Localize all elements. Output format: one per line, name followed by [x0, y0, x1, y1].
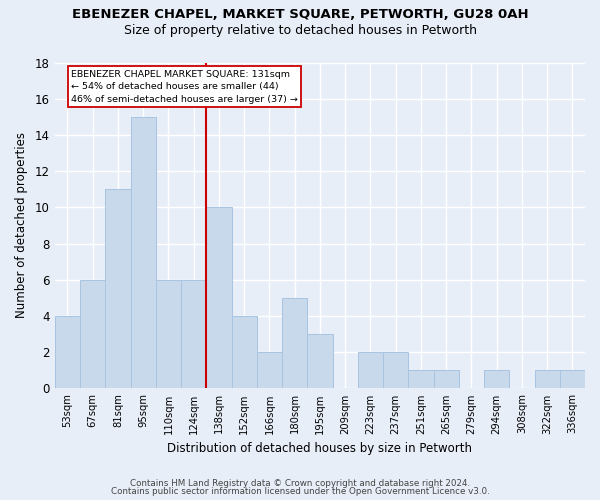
Bar	[434, 370, 459, 388]
Bar	[257, 352, 282, 389]
Y-axis label: Number of detached properties: Number of detached properties	[15, 132, 28, 318]
Text: EBENEZER CHAPEL, MARKET SQUARE, PETWORTH, GU28 0AH: EBENEZER CHAPEL, MARKET SQUARE, PETWORTH…	[71, 8, 529, 20]
Text: Size of property relative to detached houses in Petworth: Size of property relative to detached ho…	[124, 24, 476, 37]
Bar	[383, 352, 408, 389]
Bar	[106, 190, 131, 388]
Bar	[535, 370, 560, 388]
Text: EBENEZER CHAPEL MARKET SQUARE: 131sqm
← 54% of detached houses are smaller (44)
: EBENEZER CHAPEL MARKET SQUARE: 131sqm ← …	[71, 70, 298, 103]
Bar	[156, 280, 181, 388]
Bar	[560, 370, 585, 388]
Bar	[80, 280, 106, 388]
Bar	[282, 298, 307, 388]
Bar	[358, 352, 383, 389]
Bar	[408, 370, 434, 388]
X-axis label: Distribution of detached houses by size in Petworth: Distribution of detached houses by size …	[167, 442, 472, 455]
Bar	[206, 208, 232, 388]
Bar	[55, 316, 80, 388]
Bar	[484, 370, 509, 388]
Bar	[307, 334, 332, 388]
Text: Contains public sector information licensed under the Open Government Licence v3: Contains public sector information licen…	[110, 487, 490, 496]
Bar	[181, 280, 206, 388]
Bar	[131, 117, 156, 388]
Text: Contains HM Land Registry data © Crown copyright and database right 2024.: Contains HM Land Registry data © Crown c…	[130, 478, 470, 488]
Bar	[232, 316, 257, 388]
